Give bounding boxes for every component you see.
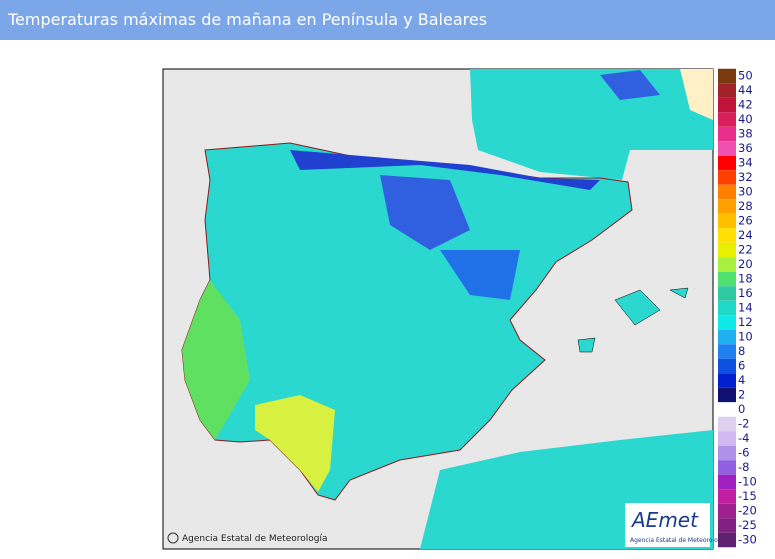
copyright-icon xyxy=(167,532,179,544)
legend-swatch xyxy=(718,358,736,374)
title: Temperaturas máximas de mañana en Peníns… xyxy=(8,10,488,29)
legend-swatch xyxy=(718,199,736,214)
legend-swatch xyxy=(718,83,736,98)
logo-subtitle: Agencia Estatal de Meteorología xyxy=(630,537,727,544)
legend-swatch xyxy=(718,141,736,156)
legend-label: 18 xyxy=(738,272,753,286)
mallorca xyxy=(614,289,661,326)
legend-swatch xyxy=(718,286,736,301)
legend-swatch xyxy=(718,474,736,490)
copyright: Agencia Estatal de Meteorología xyxy=(182,534,328,544)
legend-swatch xyxy=(718,402,736,417)
legend-swatch xyxy=(718,112,736,127)
legend-label: -4 xyxy=(738,431,749,445)
legend-label: 22 xyxy=(738,243,753,257)
legend-label: -25 xyxy=(738,518,757,532)
legend-swatch xyxy=(718,170,736,185)
legend-swatch xyxy=(718,387,736,403)
legend-swatch xyxy=(718,344,736,359)
iberian-cold xyxy=(380,175,470,250)
legend-swatch xyxy=(718,315,736,330)
legend-swatch xyxy=(718,373,736,388)
legend-label: 34 xyxy=(738,156,753,170)
legend-label: 42 xyxy=(738,98,753,112)
legend-label: 16 xyxy=(738,286,753,300)
north-cold xyxy=(290,150,600,190)
france xyxy=(470,69,713,180)
legend-swatch xyxy=(718,431,736,446)
legend-label: 8 xyxy=(738,344,745,358)
legend-swatch xyxy=(718,271,736,287)
legend-swatch xyxy=(718,97,736,113)
alps-cold xyxy=(600,70,660,100)
legend-label: 50 xyxy=(738,69,753,83)
legend-swatch xyxy=(718,489,736,504)
legend-label: 20 xyxy=(738,257,753,271)
legend-swatch xyxy=(718,460,736,475)
legend-swatch xyxy=(718,257,736,272)
warm-west xyxy=(182,280,250,440)
legend-swatch xyxy=(718,68,736,84)
legend-label: 6 xyxy=(738,359,745,373)
logo-box xyxy=(625,503,710,547)
legend-label: -6 xyxy=(738,446,749,460)
legend-label: -30 xyxy=(738,533,757,547)
legend-swatch xyxy=(718,126,736,142)
legend-label: 38 xyxy=(738,127,753,141)
logo: AEmet xyxy=(630,508,699,532)
legend-label: 2 xyxy=(738,388,745,402)
legend-label: -10 xyxy=(738,475,757,489)
legend-swatch xyxy=(718,213,736,229)
switzerland xyxy=(680,69,713,120)
title-bar: Temperaturas máximas de mañana en Peníns… xyxy=(0,0,775,40)
legend-label: 4 xyxy=(738,373,745,387)
legend-label: 24 xyxy=(738,228,753,242)
legend-swatch xyxy=(718,242,736,258)
legend-swatch xyxy=(718,445,736,461)
legend-swatch xyxy=(718,518,736,533)
legend-label: 0 xyxy=(738,402,745,416)
legend-label: 30 xyxy=(738,185,753,199)
legend-label: -15 xyxy=(738,489,757,503)
legend-label: 32 xyxy=(738,170,753,184)
legend-label: 28 xyxy=(738,199,753,213)
legend-swatch xyxy=(718,503,736,519)
legend-swatch xyxy=(718,155,736,171)
legend: 5044424038363432302826242220181614121086… xyxy=(718,69,757,548)
legend-label: 14 xyxy=(738,301,753,315)
legend-label: 36 xyxy=(738,141,753,155)
legend-swatch xyxy=(718,300,736,316)
ibiza xyxy=(577,337,596,353)
legend-swatch xyxy=(718,228,736,243)
warm-south xyxy=(255,395,335,492)
legend-swatch xyxy=(718,416,736,432)
legend-swatch xyxy=(718,184,736,200)
legend-label: 26 xyxy=(738,214,753,228)
legend-label: 40 xyxy=(738,112,753,126)
legend-label: 12 xyxy=(738,315,753,329)
legend-swatch xyxy=(718,329,736,345)
legend-label: 10 xyxy=(738,330,753,344)
legend-label: 44 xyxy=(738,83,753,97)
menorca xyxy=(669,287,689,299)
legend-label: -8 xyxy=(738,460,749,474)
legend-label: -2 xyxy=(738,417,749,431)
central-cold xyxy=(440,250,520,300)
legend-swatch xyxy=(718,532,736,548)
legend-label: -20 xyxy=(738,504,757,518)
